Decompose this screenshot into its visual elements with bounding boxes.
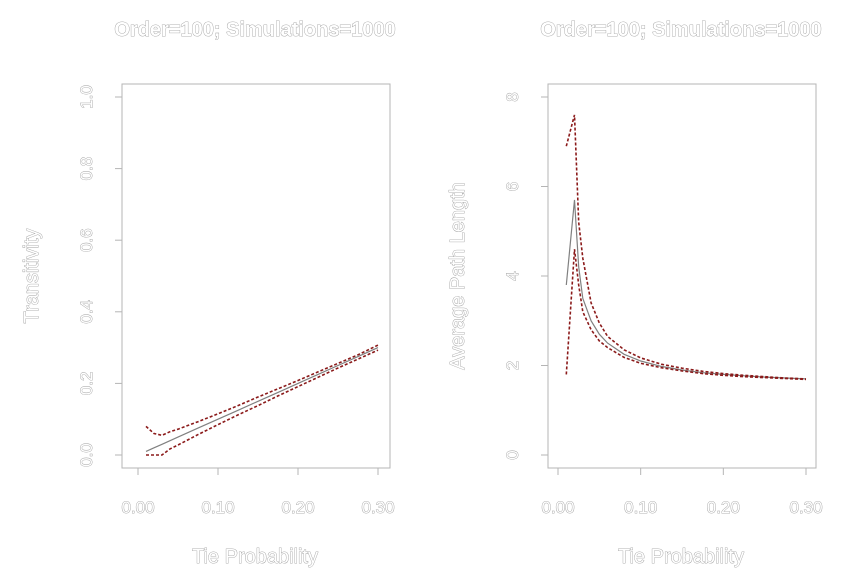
path-length-y-ticks: 0 2 4 6 8 — [503, 92, 548, 460]
path-length-x-tick-label: 0.30 — [789, 498, 822, 517]
transitivity-x-tick-label: 0.00 — [121, 498, 154, 517]
transitivity-y-tick-label: 0.2 — [77, 372, 96, 396]
path-length-y-tick-label: 2 — [503, 361, 522, 370]
transitivity-x-ticks: 0.00 0.10 0.20 0.30 — [121, 468, 395, 517]
transitivity-y-tick-label: 0.8 — [77, 157, 96, 181]
transitivity-series-mean-line — [145, 347, 379, 452]
path-length-series-group — [565, 114, 807, 381]
transitivity-x-tick-label: 0.30 — [361, 498, 394, 517]
transitivity-x-axis-label: Tie Probability — [192, 546, 318, 568]
path-length-series-mean-line — [565, 199, 807, 380]
transitivity-y-ticks: 0.0 0.2 0.4 0.6 0.8 1.0 — [77, 85, 122, 467]
path-length-x-tick-label: 0.20 — [707, 498, 740, 517]
transitivity-y-tick-label: 0.4 — [77, 300, 96, 324]
path-length-x-axis-label: Tie Probability — [618, 546, 744, 568]
transitivity-panel: Order=100; Simulations=1000 Tie Probabil… — [21, 19, 396, 569]
path-length-panel: Order=100; Simulations=1000 Tie Probabil… — [447, 19, 823, 569]
transitivity-chart-title: Order=100; Simulations=1000 — [114, 19, 395, 41]
transitivity-series-group — [145, 344, 379, 456]
path-length-x-ticks: 0.00 0.10 0.20 0.30 — [541, 468, 823, 517]
path-length-plot-frame — [547, 83, 817, 469]
path-length-y-tick-label: 4 — [503, 271, 522, 280]
path-length-y-axis-label: Average Path Length — [447, 182, 469, 370]
path-length-y-tick-label: 8 — [503, 92, 522, 101]
path-length-chart-title: Order=100; Simulations=1000 — [540, 19, 821, 41]
transitivity-x-tick-label: 0.10 — [201, 498, 234, 517]
path-length-series-bound-line-2 — [565, 249, 807, 381]
transitivity-series-bound-line-1 — [145, 344, 379, 437]
transitivity-y-tick-label: 0.6 — [77, 228, 96, 252]
transitivity-plot-frame — [121, 83, 391, 469]
transitivity-y-tick-label: 0.0 — [77, 443, 96, 467]
transitivity-x-tick-label: 0.20 — [281, 498, 314, 517]
path-length-series-bound-line-1 — [565, 114, 807, 380]
transitivity-y-axis-label: Transitivity — [21, 229, 43, 324]
transitivity-series-bound-line-2 — [146, 349, 379, 456]
transitivity-y-tick-label: 1.0 — [77, 85, 96, 109]
path-length-y-tick-label: 0 — [503, 450, 522, 459]
path-length-x-tick-label: 0.00 — [541, 498, 574, 517]
path-length-y-tick-label: 6 — [503, 182, 522, 191]
path-length-x-tick-label: 0.10 — [624, 498, 657, 517]
